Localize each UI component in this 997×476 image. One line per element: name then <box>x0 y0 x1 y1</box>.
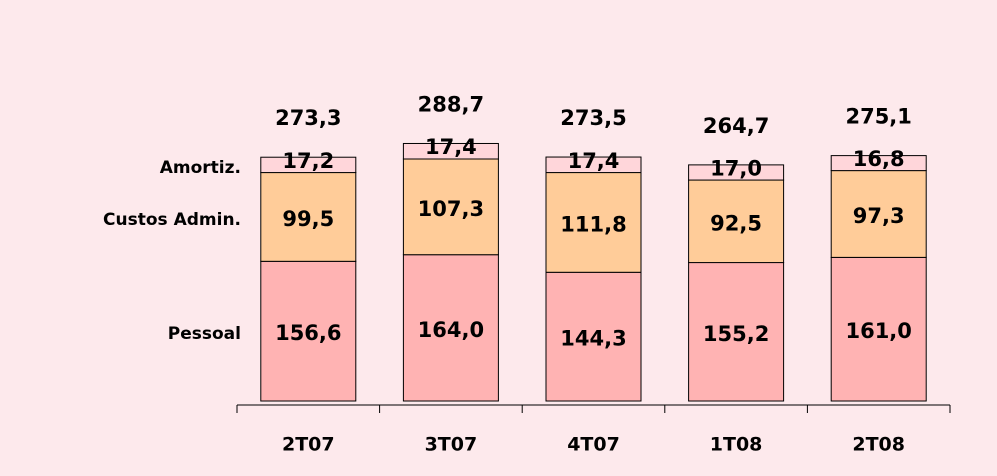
legend-label: Pessoal <box>168 324 241 344</box>
value-label: 156,6 <box>275 321 341 345</box>
value-label: 16,8 <box>853 147 905 171</box>
bar-segment <box>545 271 642 402</box>
x-tick-label: 3T07 <box>425 434 478 456</box>
bar-segment <box>688 179 785 264</box>
value-label: 164,0 <box>418 318 484 342</box>
total-label: 275,1 <box>845 105 911 129</box>
value-label: 17,4 <box>568 149 620 173</box>
bar-segment <box>260 172 357 262</box>
bar-segment <box>830 256 927 402</box>
value-label: 111,8 <box>560 212 626 236</box>
legend-label: Amortiz. <box>160 158 241 178</box>
bar-segment <box>402 254 499 402</box>
bar-segment <box>830 155 927 172</box>
bar-segment <box>545 172 642 273</box>
value-label: 107,3 <box>418 197 484 221</box>
x-tick-label: 1T08 <box>710 434 763 456</box>
total-label: 273,5 <box>560 106 626 130</box>
total-label: 273,3 <box>275 106 341 130</box>
x-tick-label: 2T07 <box>282 434 335 456</box>
bar-segment <box>402 142 499 160</box>
bar-segment <box>688 164 785 181</box>
bar-segment <box>688 262 785 402</box>
value-label: 99,5 <box>282 207 334 231</box>
value-label: 161,0 <box>845 319 911 343</box>
value-label: 92,5 <box>710 211 762 235</box>
value-label: 17,2 <box>282 149 334 173</box>
value-label: 144,3 <box>560 327 626 351</box>
total-label: 264,7 <box>703 114 769 138</box>
value-label: 17,4 <box>425 135 477 159</box>
bar-segment <box>402 158 499 256</box>
value-label: 155,2 <box>703 322 769 346</box>
bar-segment <box>830 170 927 258</box>
bar-segment <box>545 156 642 174</box>
bar-segment <box>260 260 357 402</box>
bar-segment <box>260 156 357 174</box>
value-label: 97,3 <box>853 204 905 228</box>
total-label: 288,7 <box>418 92 484 116</box>
legend-label: Custos Admin. <box>103 210 241 230</box>
x-tick-label: 4T07 <box>567 434 620 456</box>
x-tick-label: 2T08 <box>852 434 905 456</box>
value-label: 17,0 <box>710 156 762 180</box>
